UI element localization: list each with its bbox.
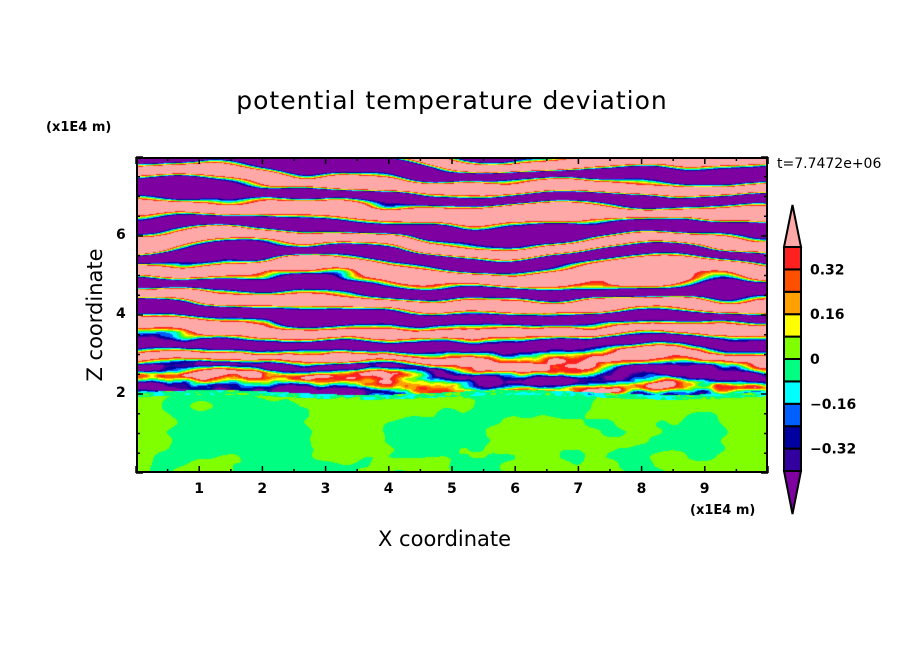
x-tick-label: 7 <box>573 481 584 497</box>
x-tick-label: 3 <box>320 481 331 497</box>
y-tick-label: 6 <box>116 227 126 243</box>
colorbar-label: −0.32 <box>810 442 856 458</box>
colorbar-label: 0 <box>810 352 820 368</box>
x-tick-label: 2 <box>257 481 268 497</box>
x-axis-label: X coordinate <box>378 527 512 551</box>
y-tick-label: 2 <box>116 385 126 401</box>
x-tick-label: 9 <box>699 481 710 497</box>
x-tick-label: 8 <box>636 481 647 497</box>
colorbar-label: 0.16 <box>810 307 845 323</box>
colorbar-label: −0.16 <box>810 397 856 413</box>
time-label: t=7.7472e+06 <box>777 156 882 172</box>
chart-title: potential temperature deviation <box>236 86 668 115</box>
y-tick-label: 4 <box>116 306 126 322</box>
x-tick-label: 6 <box>510 481 520 497</box>
y-axis-unit: (x1E4 m) <box>46 120 112 135</box>
colorbar-label: 0.32 <box>810 262 845 278</box>
x-tick-label: 4 <box>383 481 394 497</box>
x-tick-label: 1 <box>194 481 204 497</box>
x-tick-label: 5 <box>447 481 457 497</box>
contour-field <box>136 157 768 473</box>
colorbar-swatch <box>783 246 802 271</box>
x-axis-unit: (x1E4 m) <box>690 503 756 518</box>
